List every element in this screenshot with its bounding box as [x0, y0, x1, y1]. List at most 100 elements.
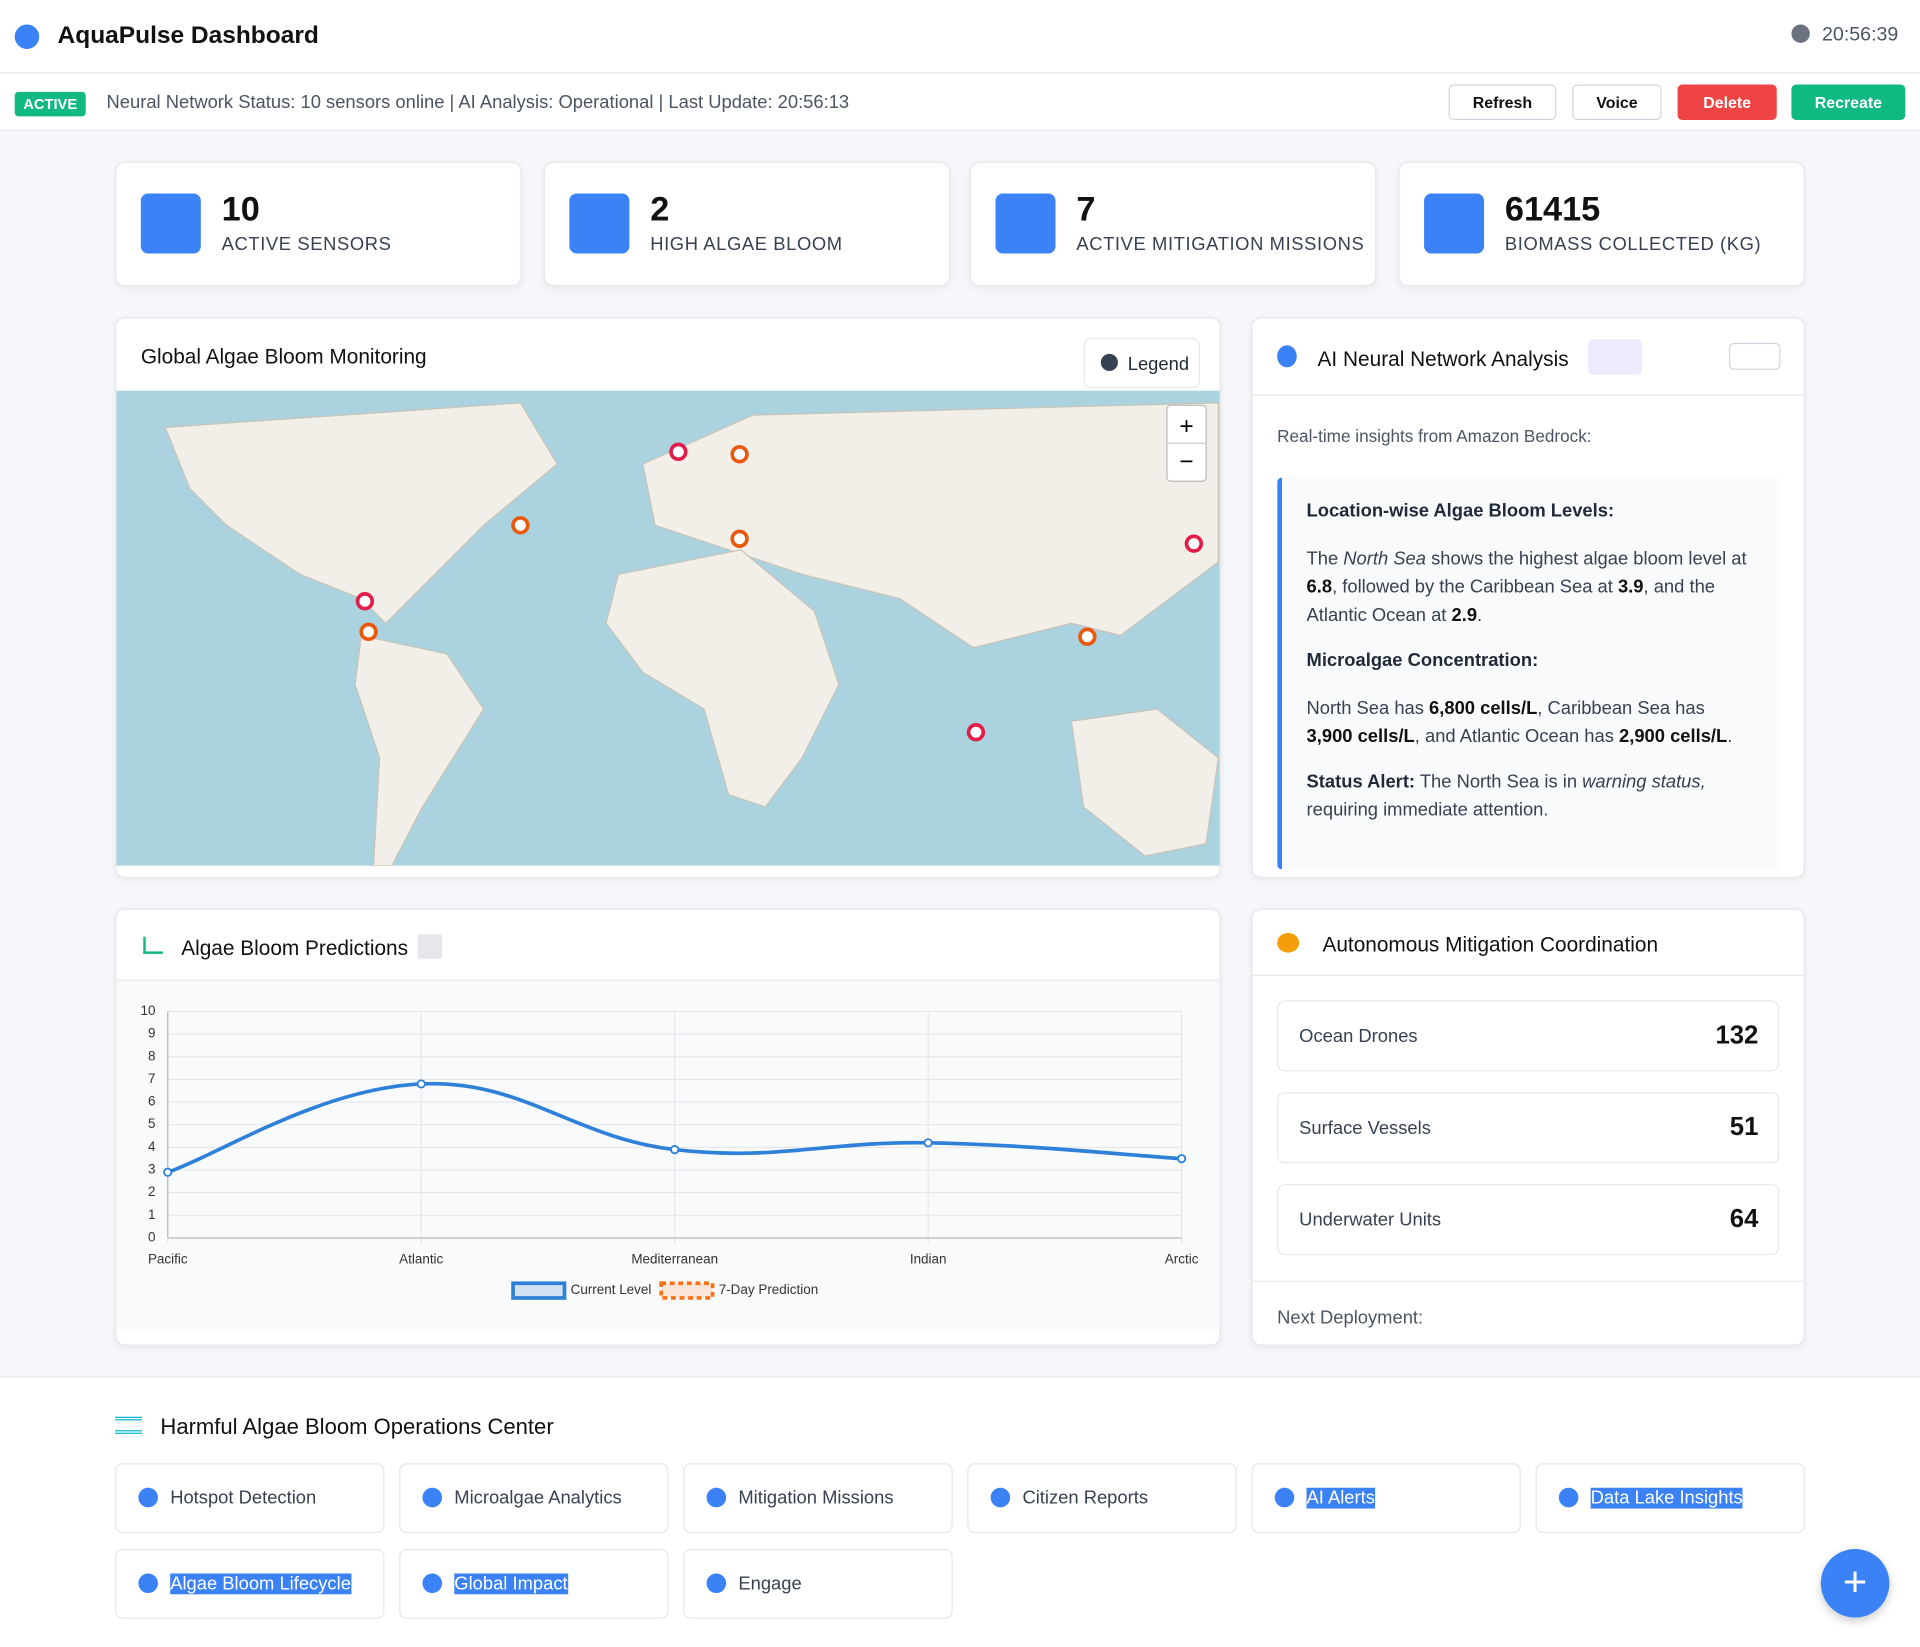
ops-tile[interactable]: Engage — [683, 1548, 953, 1619]
marker[interactable] — [730, 445, 749, 464]
item-label: Surface Vessels — [1299, 1117, 1431, 1139]
insight-section: Location-wise Algae Bloom Levels: The Nor… — [1307, 497, 1755, 629]
insight-text: 3,900 cells/L — [1306, 726, 1415, 747]
tile-icon — [422, 1573, 443, 1594]
globe-icon — [14, 24, 40, 49]
tile-icon — [1274, 1487, 1295, 1508]
insight-text: warning status, — [1582, 771, 1706, 793]
ops-tile[interactable]: Microalgae Analytics — [399, 1463, 669, 1534]
stat-value: 61415 — [1504, 189, 1601, 228]
clock: 20:56:39 — [1822, 24, 1899, 46]
chart-card: Algae Bloom Predictions 0 1 2 3 4 5 6 7 8 9 10 Paci… — [115, 908, 1221, 1346]
stat-card: 2 HIGH ALGAE BLOOM — [543, 161, 951, 287]
stat-value: 10 — [221, 189, 260, 228]
waves-icon — [115, 1416, 143, 1434]
insight-text: North Sea — [1343, 548, 1426, 570]
y-tick-label: 8 — [148, 1048, 155, 1063]
map-title: Global Algae Bloom Monitoring — [140, 345, 427, 369]
tile-icon — [138, 1487, 158, 1508]
item-label: Underwater Units — [1299, 1209, 1442, 1231]
point — [923, 1138, 933, 1148]
voice-button[interactable]: Voice — [1572, 84, 1662, 121]
y-tick-label: 7 — [148, 1071, 155, 1086]
marker[interactable] — [669, 442, 688, 462]
legend-button[interactable]: Legend — [1083, 337, 1201, 389]
tile-icon — [1558, 1487, 1579, 1508]
info-icon — [1100, 353, 1118, 372]
insight-section: Status Alert: The North Sea is in warnin… — [1307, 768, 1755, 824]
marker[interactable] — [966, 723, 986, 742]
x-tick-label: Pacific — [148, 1252, 188, 1267]
tile-icon — [990, 1487, 1011, 1508]
insight-text: 2.9 — [1451, 604, 1478, 626]
tile-label: Data Lake Insights — [1590, 1487, 1743, 1509]
speak-button[interactable] — [1728, 342, 1781, 370]
ops-tile[interactable]: Global Impact — [399, 1548, 669, 1619]
ops-tile[interactable]: Mitigation Missions — [683, 1463, 953, 1534]
y-tick-label: 6 — [148, 1094, 155, 1109]
stat-value: 2 — [650, 189, 670, 228]
delete-button[interactable]: Delete — [1677, 84, 1777, 121]
map: + − — [116, 390, 1220, 866]
item-value: 132 — [1715, 1021, 1759, 1050]
insight-body: The North Sea shows the highest algae bl… — [1307, 545, 1755, 629]
legend-label: 7-Day Prediction — [719, 1282, 818, 1297]
stat-label: ACTIVE SENSORS — [221, 233, 392, 255]
tile-icon — [138, 1573, 158, 1594]
tile-label: Microalgae Analytics — [454, 1487, 622, 1509]
mitigation-item: Underwater Units 64 — [1277, 1184, 1780, 1256]
refresh-button[interactable]: Refresh — [1448, 84, 1557, 121]
insight-heading: Status Alert: — [1306, 771, 1416, 793]
ops-tile[interactable]: Citizen Reports — [967, 1463, 1237, 1534]
tile-label: Global Impact — [454, 1573, 568, 1595]
y-tick-label: 4 — [148, 1139, 156, 1154]
chart-icon — [143, 936, 163, 954]
stat-card: 10 ACTIVE SENSORS — [115, 161, 522, 287]
ops-tile[interactable]: Hotspot Detection — [115, 1463, 385, 1534]
fab[interactable]: + — [1820, 1548, 1890, 1618]
marker[interactable] — [730, 529, 749, 548]
mitigation-item: Surface Vessels 51 — [1277, 1092, 1780, 1164]
button-label: Recreate — [1814, 93, 1883, 112]
insight-text: The North Sea is in — [1415, 771, 1583, 793]
marker[interactable] — [511, 516, 530, 535]
x-tick-label: Atlantic — [399, 1252, 443, 1267]
insight-text: . — [1727, 726, 1733, 747]
insight-body: North Sea has 6,800 cells/L, Caribbean S… — [1307, 694, 1755, 750]
button-label: Voice — [1596, 93, 1638, 112]
header: AquaPulse Dashboard 20:56:39 — [0, 0, 1920, 74]
map-card: Global Algae Bloom Monitoring Legend + − — [115, 317, 1221, 878]
zoom-out[interactable]: − — [1179, 448, 1193, 475]
zoom-in[interactable]: + — [1179, 413, 1193, 440]
marker[interactable] — [1184, 534, 1204, 553]
point — [1177, 1154, 1187, 1164]
stat-label: ACTIVE MITIGATION MISSIONS — [1076, 233, 1365, 255]
ops-tile[interactable]: Data Lake Insights — [1535, 1463, 1805, 1534]
ops-tile[interactable]: AI Alerts — [1251, 1463, 1521, 1534]
recreate-button[interactable]: Recreate — [1791, 84, 1906, 121]
button-label: Delete — [1703, 93, 1752, 112]
tile-icon — [706, 1487, 727, 1508]
marker[interactable] — [359, 622, 378, 642]
ops-tile[interactable]: Algae Bloom Lifecycle — [115, 1548, 385, 1619]
item-label: Ocean Drones — [1299, 1026, 1418, 1047]
insights: Location-wise Algae Bloom Levels: The Nor… — [1277, 477, 1780, 870]
insight-text: 2,900 cells/L — [1619, 726, 1728, 747]
divider — [1252, 1280, 1804, 1283]
chart: 0 1 2 3 4 5 6 7 8 9 10 Pacific Atlantic Mediterranean… — [141, 1003, 1199, 1300]
stat-label: BIOMASS COLLECTED (KG) — [1504, 233, 1762, 255]
insight-text: , followed by the Caribbean Sea at — [1332, 576, 1618, 598]
chart-title: Algae Bloom Predictions — [181, 936, 409, 961]
divider — [1252, 974, 1804, 976]
mitigation-card: Autonomous Mitigation Coordination Ocean… — [1251, 908, 1805, 1346]
marker[interactable] — [1078, 627, 1097, 646]
marker[interactable] — [355, 592, 375, 611]
insight-text: North Sea has — [1306, 697, 1430, 719]
robot-badge — [1588, 339, 1643, 375]
insight-text: , Caribbean Sea has — [1537, 697, 1705, 719]
mitigation-title: Autonomous Mitigation Coordination — [1322, 933, 1659, 957]
insight-heading: Location-wise Algae Bloom Levels: — [1306, 500, 1615, 522]
insight-text: . — [1477, 604, 1483, 626]
stat-icon — [569, 193, 630, 254]
